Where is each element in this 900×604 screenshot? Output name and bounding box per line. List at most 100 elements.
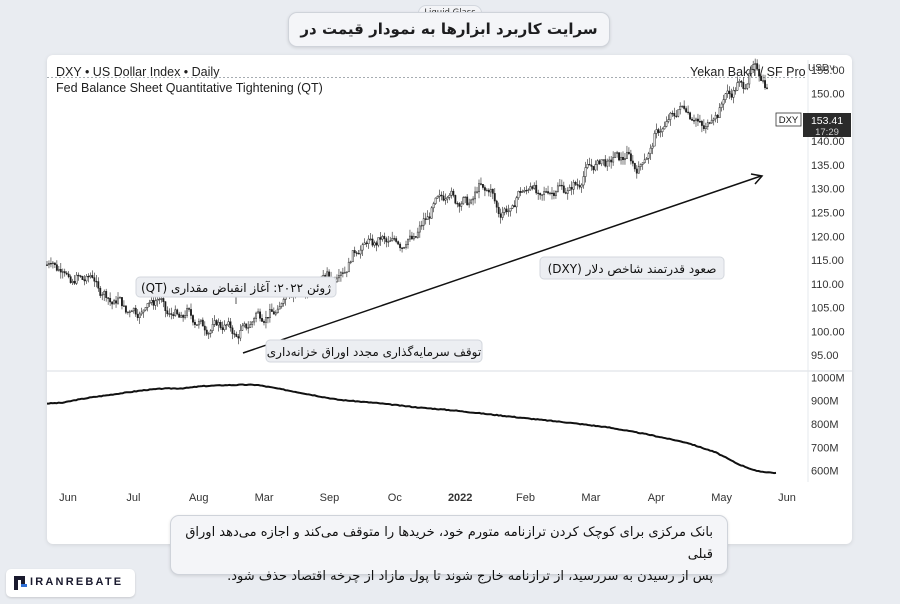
chart-indicator-title: Fed Balance Sheet Quantitative Tightenin… xyxy=(56,81,323,95)
candle xyxy=(651,142,654,155)
candle xyxy=(671,110,674,117)
candle xyxy=(533,182,536,190)
candle xyxy=(146,303,149,312)
candle xyxy=(553,190,555,200)
candle xyxy=(414,236,417,239)
candle xyxy=(499,208,502,224)
candle xyxy=(730,88,733,101)
candle xyxy=(170,307,173,320)
candle xyxy=(503,207,506,216)
candle xyxy=(164,301,167,318)
candle xyxy=(79,274,82,278)
candle xyxy=(446,196,449,204)
candle xyxy=(760,74,763,82)
candle xyxy=(359,245,362,259)
candle xyxy=(399,242,402,252)
time-tick-label: Jun xyxy=(778,492,796,504)
candle xyxy=(424,212,427,225)
candle xyxy=(338,268,340,283)
candle xyxy=(732,86,735,104)
candle xyxy=(217,318,220,332)
candle xyxy=(675,110,678,118)
candle xyxy=(564,187,567,195)
price-tick-label: 125.00 xyxy=(811,208,845,220)
candle xyxy=(219,319,222,330)
candle xyxy=(440,191,443,201)
time-tick-label: Feb xyxy=(516,492,535,504)
balance-tick-label: 600M xyxy=(811,466,839,478)
candle xyxy=(706,119,709,130)
price-tick-label: 115.00 xyxy=(811,255,844,267)
candle xyxy=(426,210,429,220)
candle xyxy=(276,305,279,314)
candle xyxy=(144,306,147,312)
candle xyxy=(754,58,757,72)
candle xyxy=(59,262,62,279)
candle xyxy=(714,111,717,123)
candles-group xyxy=(46,58,768,345)
candle xyxy=(554,190,557,199)
candle xyxy=(600,159,603,167)
candle xyxy=(517,190,520,200)
svg-text:17:29: 17:29 xyxy=(815,127,839,138)
candle xyxy=(420,220,423,230)
candle xyxy=(53,262,56,269)
candle xyxy=(472,196,475,206)
candle xyxy=(645,156,648,161)
candle xyxy=(341,267,344,278)
candle xyxy=(736,76,739,91)
candle xyxy=(521,189,524,193)
candle xyxy=(702,119,705,131)
candle xyxy=(568,184,571,191)
candle xyxy=(73,275,76,285)
candle xyxy=(243,321,246,328)
candle xyxy=(596,159,599,171)
candle xyxy=(612,151,615,166)
candle xyxy=(103,289,106,302)
candle xyxy=(227,317,230,328)
candle xyxy=(50,257,52,268)
candle xyxy=(371,234,374,248)
candle xyxy=(126,311,129,315)
candle xyxy=(762,74,764,84)
candle xyxy=(91,270,94,279)
candle xyxy=(130,309,133,313)
candle xyxy=(101,292,104,301)
currency-selector[interactable]: USD˅ xyxy=(808,63,835,74)
candle xyxy=(712,117,715,126)
candle xyxy=(85,274,88,284)
candle xyxy=(397,240,400,246)
candle xyxy=(115,295,117,308)
candle xyxy=(478,179,480,199)
trend-arrow-head xyxy=(750,173,764,185)
candle xyxy=(620,152,622,165)
candle xyxy=(383,232,386,245)
candle xyxy=(403,246,405,249)
candle xyxy=(387,235,390,247)
candle xyxy=(213,315,216,328)
candle xyxy=(687,105,690,115)
candle xyxy=(282,297,285,307)
candle xyxy=(624,153,626,165)
candle xyxy=(483,185,486,197)
time-tick-label: Oc xyxy=(388,492,403,504)
candle xyxy=(724,93,727,103)
candle xyxy=(718,103,721,118)
chart-symbol-title: DXY • US Dollar Index • Daily xyxy=(56,65,220,79)
candle xyxy=(482,184,484,190)
candle xyxy=(268,303,271,323)
candle xyxy=(641,162,644,170)
candle xyxy=(466,194,469,206)
candle xyxy=(558,178,561,187)
candle xyxy=(134,304,137,317)
candle xyxy=(464,196,467,204)
candle xyxy=(430,206,433,219)
candle xyxy=(608,156,611,167)
time-tick-label: May xyxy=(711,492,732,504)
candle xyxy=(75,272,78,285)
candle xyxy=(549,191,551,196)
candle xyxy=(209,329,212,338)
candle xyxy=(377,237,380,248)
candle xyxy=(710,114,713,124)
candle xyxy=(626,145,628,160)
